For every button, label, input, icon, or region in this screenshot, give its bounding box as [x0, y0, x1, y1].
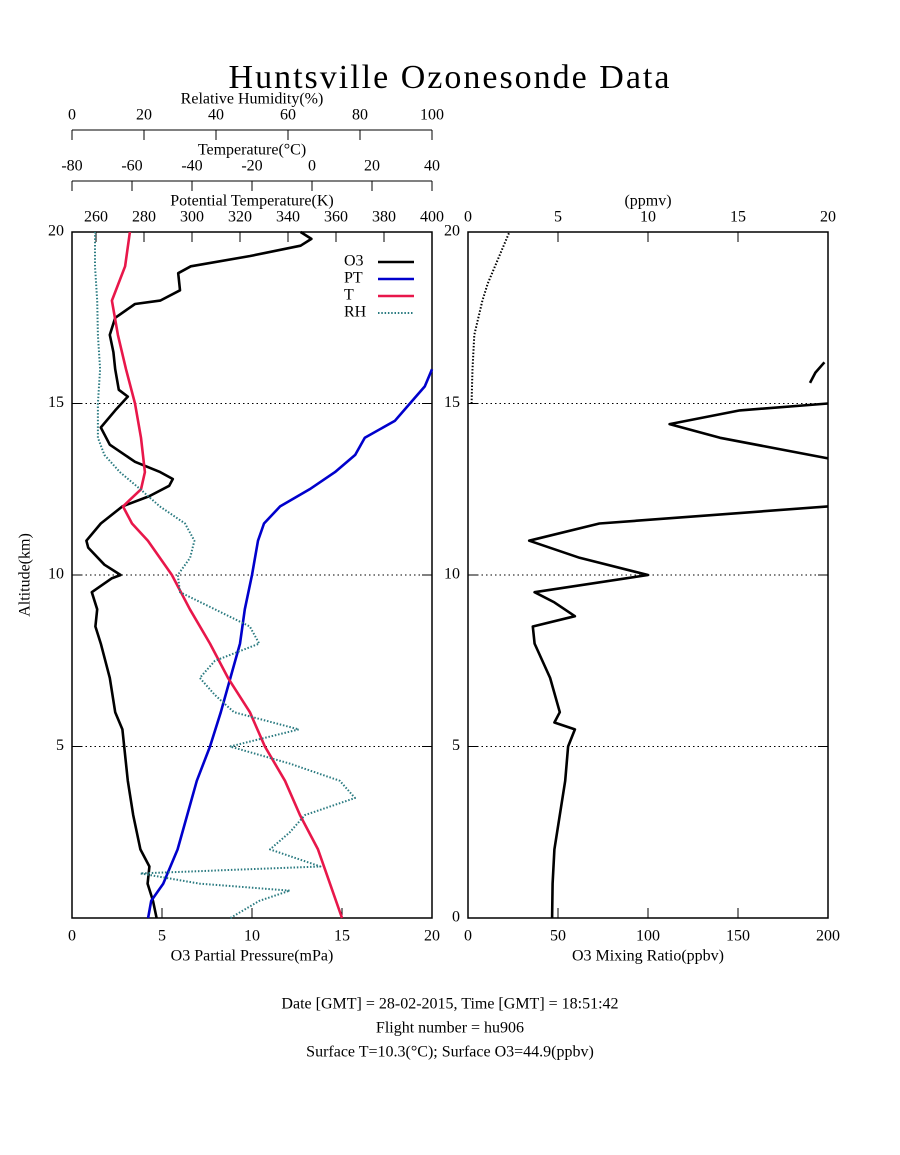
- footer-line: Surface T=10.3(°C); Surface O3=44.9(ppbv…: [306, 1044, 594, 1061]
- x-tick-label: -60: [121, 158, 142, 175]
- x-tick-label: 0: [308, 158, 316, 175]
- y-tick-label: 10: [48, 566, 64, 583]
- x-tick-label: 0: [464, 209, 472, 226]
- x-tick-label: 20: [364, 158, 380, 175]
- x-tick-label: 20: [136, 107, 152, 124]
- x-tick-label: 360: [324, 209, 348, 226]
- x-tick-label: 40: [208, 107, 224, 124]
- x-tick-label: 40: [424, 158, 440, 175]
- x-tick-label: 5: [158, 928, 166, 945]
- profile-line: [146, 368, 434, 919]
- x-tick-label: 20: [424, 928, 440, 945]
- x-tick-label: 100: [420, 107, 444, 124]
- footer-line: Flight number = hu906: [376, 1020, 524, 1037]
- x-tick-label: 15: [334, 928, 350, 945]
- legend-label: PT: [344, 270, 363, 287]
- x-tick-label: -20: [241, 158, 262, 175]
- y-tick-label: 5: [56, 737, 64, 754]
- x-tick-label: 380: [372, 209, 396, 226]
- x-tick-label: 50: [550, 928, 566, 945]
- x-tick-label: 15: [730, 209, 746, 226]
- x-tick-label: 0: [68, 107, 76, 124]
- profile-line: [94, 232, 356, 919]
- y-tick-label: 15: [48, 394, 64, 411]
- y-tick-label: 20: [444, 223, 460, 240]
- y-axis-label: Altitude(km): [17, 533, 34, 617]
- x-tick-label: 10: [244, 928, 260, 945]
- x-tick-label: -40: [181, 158, 202, 175]
- x-tick-label: 200: [816, 928, 840, 945]
- x-axis-label: O3 Partial Pressure(mPa): [171, 948, 334, 965]
- x-tick-label: 5: [554, 209, 562, 226]
- profile-line: [110, 231, 344, 919]
- x-tick-label: 300: [180, 209, 204, 226]
- x-tick-label: 0: [68, 928, 76, 945]
- legend-label: O3: [344, 253, 364, 270]
- x-tick-label: 100: [636, 928, 660, 945]
- x-tick-label: 0: [464, 928, 472, 945]
- profile-line: [527, 361, 829, 919]
- x-axis-label: O3 Mixing Ratio(ppbv): [572, 948, 724, 965]
- x-tick-label: 150: [726, 928, 750, 945]
- x-tick-label: 260: [84, 209, 108, 226]
- y-tick-label: 10: [444, 566, 460, 583]
- x-tick-label: 400: [420, 209, 444, 226]
- y-tick-label: 0: [452, 909, 460, 926]
- x-tick-label: 60: [280, 107, 296, 124]
- profile-line: [470, 231, 511, 404]
- y-tick-label: 15: [444, 394, 460, 411]
- profile-line: [85, 230, 313, 919]
- x-tick-label: 20: [820, 209, 836, 226]
- x-axis-label: Potential Temperature(K): [170, 193, 333, 210]
- x-axis-label: Relative Humidity(%): [181, 91, 324, 108]
- page-title: Huntsville Ozonesonde Data: [229, 59, 672, 96]
- x-axis-label: (ppmv): [624, 193, 671, 210]
- legend-label: T: [344, 287, 354, 304]
- legend-label: RH: [344, 304, 367, 321]
- x-tick-label: 80: [352, 107, 368, 124]
- footer-line: Date [GMT] = 28-02-2015, Time [GMT] = 18…: [281, 996, 618, 1013]
- x-tick-label: 280: [132, 209, 156, 226]
- x-tick-label: -80: [61, 158, 82, 175]
- x-tick-label: 340: [276, 209, 300, 226]
- y-tick-label: 5: [452, 737, 460, 754]
- x-tick-label: 10: [640, 209, 656, 226]
- y-tick-label: 20: [48, 223, 64, 240]
- x-axis-label: Temperature(°C): [198, 142, 306, 159]
- x-tick-label: 320: [228, 209, 252, 226]
